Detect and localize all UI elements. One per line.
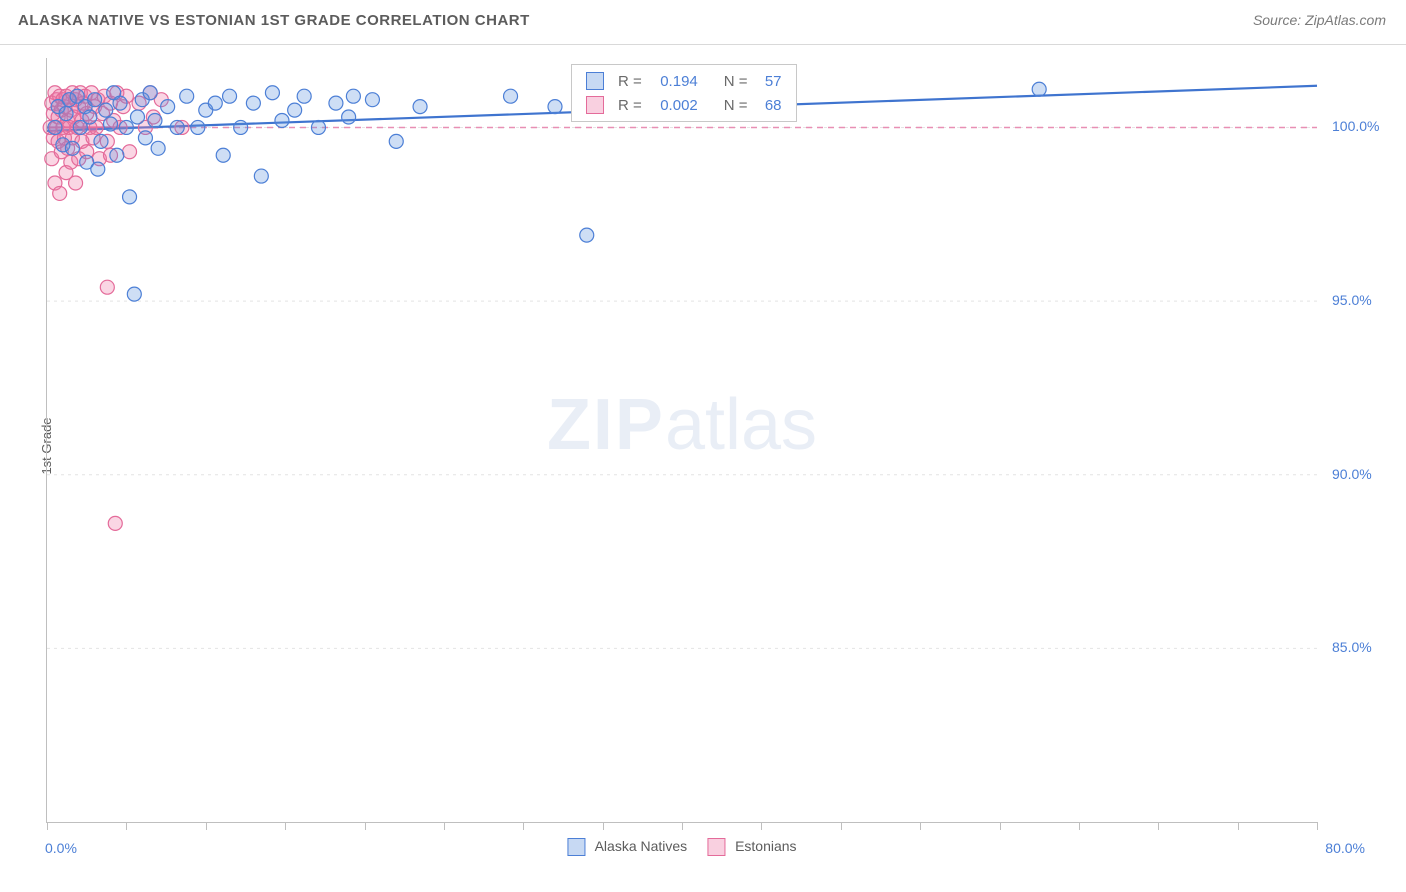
- x-tick: [365, 822, 366, 830]
- n-label: N =: [724, 97, 748, 114]
- stats-row-estonian: R = 0.002 N = 68: [572, 93, 796, 117]
- chart-title: ALASKA NATIVE VS ESTONIAN 1ST GRADE CORR…: [18, 12, 530, 29]
- chart-header: ALASKA NATIVE VS ESTONIAN 1ST GRADE CORR…: [0, 0, 1406, 45]
- x-tick: [1158, 822, 1159, 830]
- x-tick: [523, 822, 524, 830]
- x-tick: [603, 822, 604, 830]
- x-tick: [920, 822, 921, 830]
- x-tick: [761, 822, 762, 830]
- alaska-swatch-icon: [567, 838, 585, 856]
- x-tick: [1238, 822, 1239, 830]
- x-tick: [1000, 822, 1001, 830]
- x-tick: [47, 822, 48, 830]
- legend-label-estonian: Estonians: [735, 838, 796, 854]
- x-tick: [1079, 822, 1080, 830]
- x-min-label: 0.0%: [45, 840, 77, 856]
- x-tick: [444, 822, 445, 830]
- correlation-stats-box: R = 0.194 N = 57 R = 0.002 N = 68: [571, 64, 797, 122]
- r-label: R =: [618, 97, 642, 114]
- r-label: R =: [618, 73, 642, 90]
- x-tick: [1317, 822, 1318, 830]
- n-value-alaska: 57: [756, 73, 782, 90]
- source-attribution: Source: ZipAtlas.com: [1253, 12, 1386, 28]
- scatter-svg: [47, 58, 1317, 822]
- r-value-estonian: 0.002: [650, 97, 698, 114]
- y-tick-label: 85.0%: [1332, 639, 1372, 655]
- x-tick: [126, 822, 127, 830]
- alaska-swatch-icon: [586, 72, 604, 90]
- r-value-alaska: 0.194: [650, 73, 698, 90]
- y-tick-label: 100.0%: [1332, 118, 1379, 134]
- x-tick: [206, 822, 207, 830]
- n-label: N =: [724, 73, 748, 90]
- stats-row-alaska: R = 0.194 N = 57: [572, 69, 796, 93]
- legend-label-alaska: Alaska Natives: [595, 838, 688, 854]
- legend-bottom: Alaska Natives Estonians: [567, 838, 796, 856]
- legend-item-alaska: Alaska Natives: [567, 838, 687, 856]
- y-tick-label: 95.0%: [1332, 292, 1372, 308]
- plot-area: ZIPatlas R = 0.194 N = 57 R = 0.002 N = …: [46, 58, 1317, 823]
- estonian-swatch-icon: [707, 838, 725, 856]
- y-tick-label: 90.0%: [1332, 466, 1372, 482]
- x-tick: [682, 822, 683, 830]
- legend-item-estonian: Estonians: [707, 838, 796, 856]
- x-tick: [841, 822, 842, 830]
- x-max-label: 80.0%: [1325, 840, 1365, 856]
- n-value-estonian: 68: [756, 97, 782, 114]
- x-tick: [285, 822, 286, 830]
- estonian-swatch-icon: [586, 96, 604, 114]
